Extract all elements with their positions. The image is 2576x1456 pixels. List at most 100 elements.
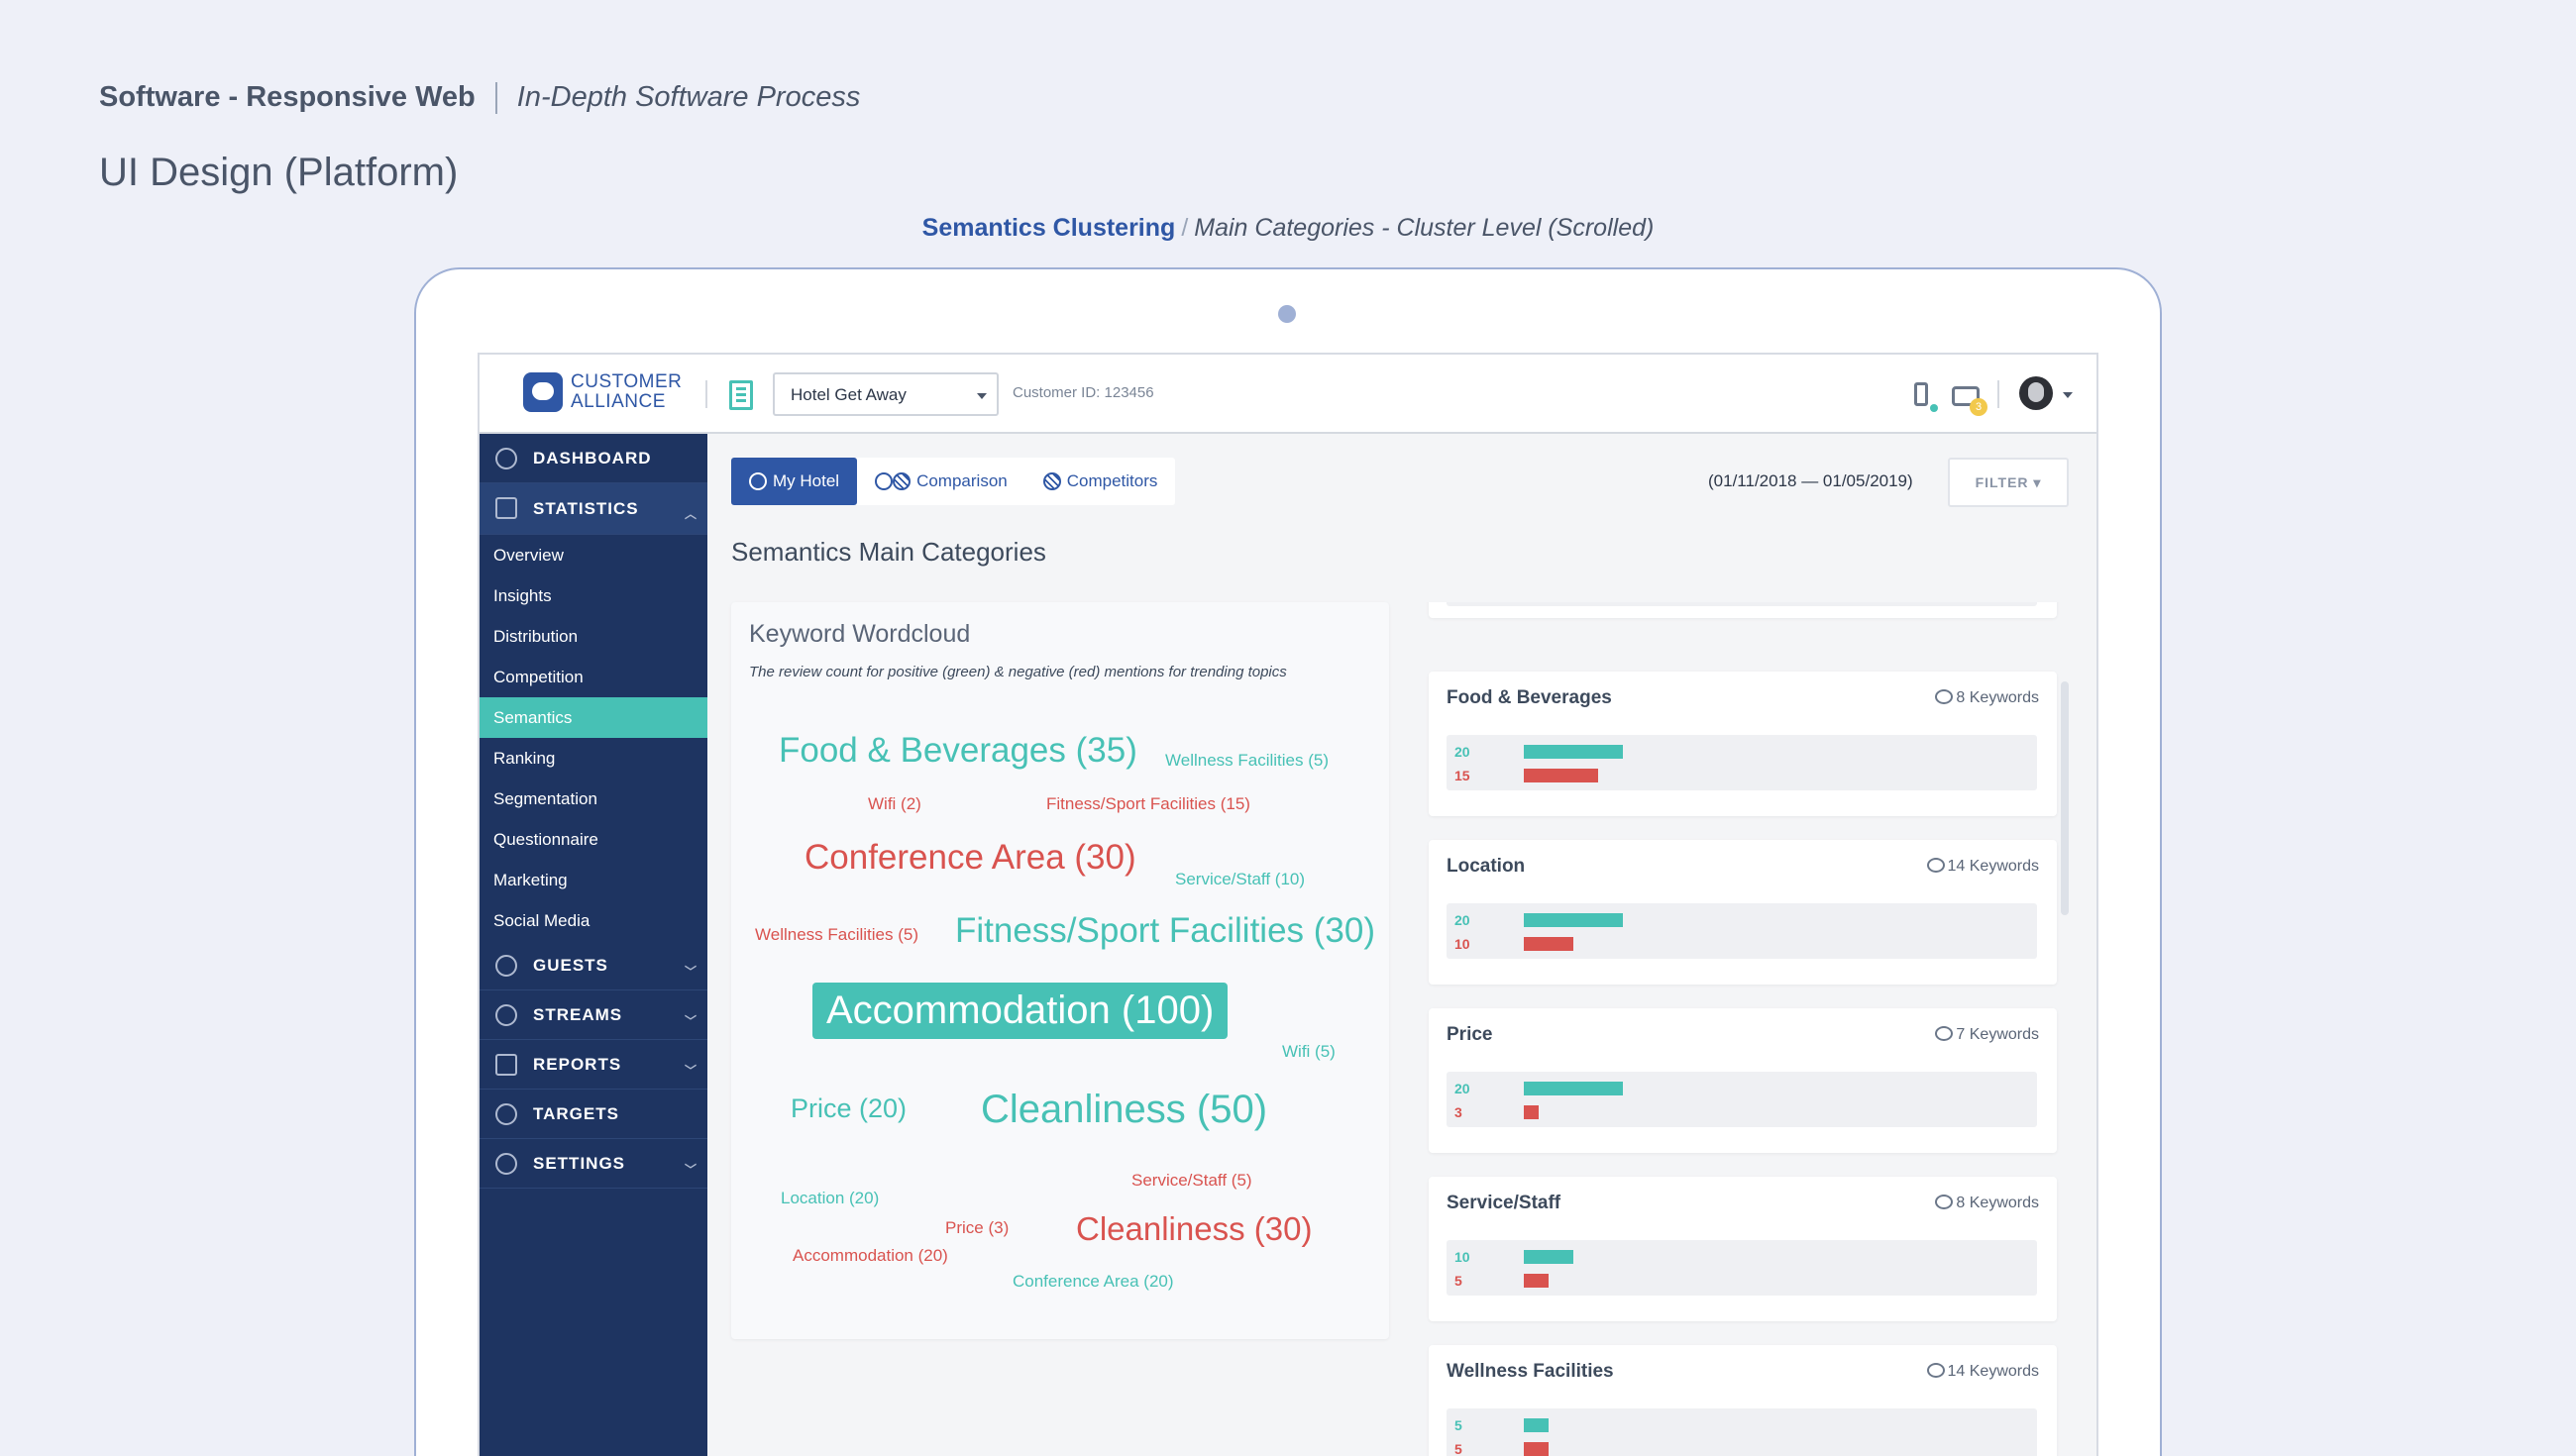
keyword-count[interactable]: 7 Keywords xyxy=(1935,1026,2039,1044)
keyword-tag[interactable]: Service/Staff (5) xyxy=(1131,1171,1252,1190)
category-card[interactable]: Price 7 Keywords 20 3 xyxy=(1429,1008,2057,1153)
positive-bar-row: 20 xyxy=(1454,912,1623,928)
notification-badge: 3 xyxy=(1970,398,1987,416)
keyword-count-label: 8 Keywords xyxy=(1956,689,2039,706)
sidebar-subitem-competition[interactable]: Competition xyxy=(493,667,584,686)
category-card[interactable]: Service/Staff 8 Keywords 10 5 xyxy=(1429,1177,2057,1321)
keyword-count-label: 14 Keywords xyxy=(1947,1363,2040,1380)
sidebar-item-dashboard[interactable]: DASHBOARD xyxy=(480,434,707,483)
keyword-count[interactable]: 8 Keywords xyxy=(1935,1195,2039,1212)
user-menu-chevron-icon[interactable] xyxy=(2063,392,2073,398)
tab-competitors[interactable]: Competitors xyxy=(1025,458,1176,505)
speech-bubble-icon xyxy=(1926,1363,1945,1378)
negative-bar-row: 5 xyxy=(1454,1273,1549,1289)
bar-chart-icon xyxy=(495,497,517,519)
hotel-select[interactable]: Hotel Get Away xyxy=(773,372,999,416)
keyword-tag[interactable]: Accommodation (100) xyxy=(812,983,1229,1039)
filter-button[interactable]: FILTER ▾ xyxy=(1948,458,2069,507)
scrollbar[interactable] xyxy=(2061,681,2069,915)
user-icon xyxy=(495,955,517,977)
keyword-tag[interactable]: Cleanliness (30) xyxy=(1076,1210,1313,1247)
sidebar-item-streams[interactable]: STREAMS ﹀ xyxy=(480,990,707,1040)
keyword-tag[interactable]: Wifi (2) xyxy=(868,794,921,813)
keyword-tag[interactable]: Location (20) xyxy=(781,1189,880,1207)
section-title: Semantics Main Categories xyxy=(731,537,1046,567)
category-name: Wellness Facilities xyxy=(1447,1361,1614,1382)
keyword-tag[interactable]: Conference Area (30) xyxy=(805,838,1136,877)
keyword-tag[interactable]: Food & Beverages (35) xyxy=(779,731,1137,770)
keyword-count[interactable]: 14 Keywords xyxy=(1926,1363,2040,1381)
keyword-tag[interactable]: Price (20) xyxy=(791,1093,908,1123)
sidebar: DASHBOARD STATISTICS ︿ Overview Insights… xyxy=(480,434,707,1456)
negative-count: 5 xyxy=(1454,1441,1462,1456)
avatar[interactable] xyxy=(2019,376,2053,410)
sidebar-subitem-distribution[interactable]: Distribution xyxy=(493,626,579,646)
main-content: My Hotel Comparison Competitors (01/11/2… xyxy=(707,434,2096,1456)
page-header: Software - Responsive Web In-Depth Softw… xyxy=(99,81,860,114)
category-name: Price xyxy=(1447,1024,1493,1045)
chevron-down-icon: ﹀ xyxy=(684,965,698,979)
speech-bubble-icon xyxy=(1935,1026,1954,1041)
compass-icon xyxy=(495,448,517,469)
sidebar-item-targets[interactable]: TARGETS xyxy=(480,1090,707,1139)
tab-label: Competitors xyxy=(1066,471,1158,490)
caption-main: Semantics Clustering xyxy=(921,214,1176,242)
keyword-count-label: 7 Keywords xyxy=(1956,1026,2039,1043)
wordcloud-subtitle: The review count for positive (green) & … xyxy=(749,664,1287,680)
caption-sub: Main Categories - Cluster Level (Scrolle… xyxy=(1194,214,1655,242)
category-card[interactable]: 15 xyxy=(1429,602,2057,618)
sidebar-subitem-overview[interactable]: Overview xyxy=(493,545,564,565)
tab-my-hotel[interactable]: My Hotel xyxy=(731,458,858,505)
keyword-tag[interactable]: Wifi (5) xyxy=(1282,1042,1336,1061)
sidebar-subitem-semantics[interactable]: Semantics xyxy=(480,697,707,738)
sentiment-bars: 15 xyxy=(1447,602,2037,606)
sidebar-subitem-marketing[interactable]: Marketing xyxy=(493,870,568,889)
negative-bar xyxy=(1524,1105,1539,1119)
logo[interactable]: CUSTOMER ALLIANCE xyxy=(523,372,682,412)
date-range: (01/11/2018 — 01/05/2019) xyxy=(1708,471,1913,490)
hatched-circle-icon xyxy=(893,472,912,490)
category-card[interactable]: Wellness Facilities 14 Keywords 5 5 xyxy=(1429,1345,2057,1456)
sidebar-item-reports[interactable]: REPORTS ﹀ xyxy=(480,1040,707,1090)
sidebar-item-label: DASHBOARD xyxy=(533,448,652,468)
sidebar-subitem-questionnaire[interactable]: Questionnaire xyxy=(493,829,598,849)
project-label: Software - Responsive Web xyxy=(99,81,476,113)
mobile-icon[interactable] xyxy=(1914,382,1928,406)
positive-count: 20 xyxy=(1454,1081,1470,1096)
tab-comparison[interactable]: Comparison xyxy=(857,458,1025,505)
keyword-tag[interactable]: Wellness Facilities (5) xyxy=(755,925,919,944)
mobile-status-dot xyxy=(1930,404,1938,412)
negative-count: 10 xyxy=(1454,936,1470,952)
sidebar-item-settings[interactable]: SETTINGS ﹀ xyxy=(480,1139,707,1189)
sidebar-item-statistics[interactable]: STATISTICS ︿ xyxy=(480,483,707,535)
sidebar-subitem-social-media[interactable]: Social Media xyxy=(493,910,590,930)
sidebar-subitem-insights[interactable]: Insights xyxy=(493,585,552,605)
sidebar-item-label: REPORTS xyxy=(533,1054,622,1074)
keyword-count-label: 14 Keywords xyxy=(1947,858,2040,875)
keyword-tag[interactable]: Service/Staff (10) xyxy=(1175,870,1306,888)
sidebar-item-label: TARGETS xyxy=(533,1103,619,1123)
category-card[interactable]: Location 14 Keywords 20 10 xyxy=(1429,840,2057,985)
sidebar-subitem-ranking[interactable]: Ranking xyxy=(493,748,556,768)
keyword-tag[interactable]: Fitness/Sport Facilities (15) xyxy=(1046,794,1250,813)
app-window: CUSTOMER ALLIANCE Hotel Get Away Custome… xyxy=(478,353,2098,1456)
keyword-tag[interactable]: Cleanliness (50) xyxy=(981,1088,1268,1131)
keyword-tag[interactable]: Conference Area (20) xyxy=(1013,1272,1174,1291)
keyword-tag[interactable]: Accommodation (20) xyxy=(793,1246,948,1265)
keyword-count-label: 8 Keywords xyxy=(1956,1195,2039,1211)
category-card[interactable]: Food & Beverages 8 Keywords 20 15 xyxy=(1429,672,2057,816)
sidebar-item-label: GUESTS xyxy=(533,955,608,975)
keyword-count[interactable]: 8 Keywords xyxy=(1935,689,2039,707)
keyword-tag[interactable]: Fitness/Sport Facilities (30) xyxy=(955,911,1376,950)
chevron-down-icon xyxy=(977,393,987,399)
keyword-count[interactable]: 14 Keywords xyxy=(1926,858,2040,876)
topbar-divider-right xyxy=(1997,380,1999,408)
sidebar-item-guests[interactable]: GUESTS ﹀ xyxy=(480,941,707,990)
sidebar-subitem-segmentation[interactable]: Segmentation xyxy=(493,788,597,808)
inbox-icon[interactable] xyxy=(1952,386,1980,406)
keyword-tag[interactable]: Price (3) xyxy=(945,1218,1010,1237)
negative-bar xyxy=(1524,769,1598,782)
sentiment-bars: 20 3 xyxy=(1447,1072,2037,1127)
keyword-tag[interactable]: Wellness Facilities (5) xyxy=(1165,751,1330,770)
